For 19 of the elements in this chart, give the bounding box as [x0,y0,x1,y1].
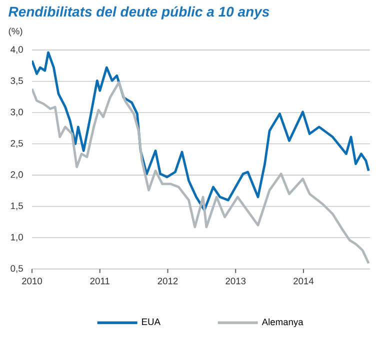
x-tick-label: 2012 [158,278,178,284]
y-tick-label: 1,0 [11,234,23,242]
y-tick-label: 3,5 [10,77,23,86]
line-series [32,51,370,212]
y-tick-label: 2,0 [10,171,23,179]
x-tick-label: 2011 [90,278,110,284]
x-tick-label: 2014 [294,278,314,284]
x-tick-label: 2010 [22,278,42,284]
legend-label: EUA [142,318,160,326]
y-tick-label: 3,0 [10,108,23,116]
chart-title: Rendibilitats del deute públic a 10 anys [8,6,270,20]
y-axis-title: (%) [8,28,22,36]
legend-label: Alemanya [262,318,304,328]
y-tick-label: 0,5 [10,265,23,273]
y-tick-label: 1,5 [11,202,23,210]
y-tick-label: 2,5 [10,140,23,148]
line-series [32,81,370,265]
x-tick-label: 2013 [226,278,246,284]
y-tick-label: 4,0 [10,46,23,54]
